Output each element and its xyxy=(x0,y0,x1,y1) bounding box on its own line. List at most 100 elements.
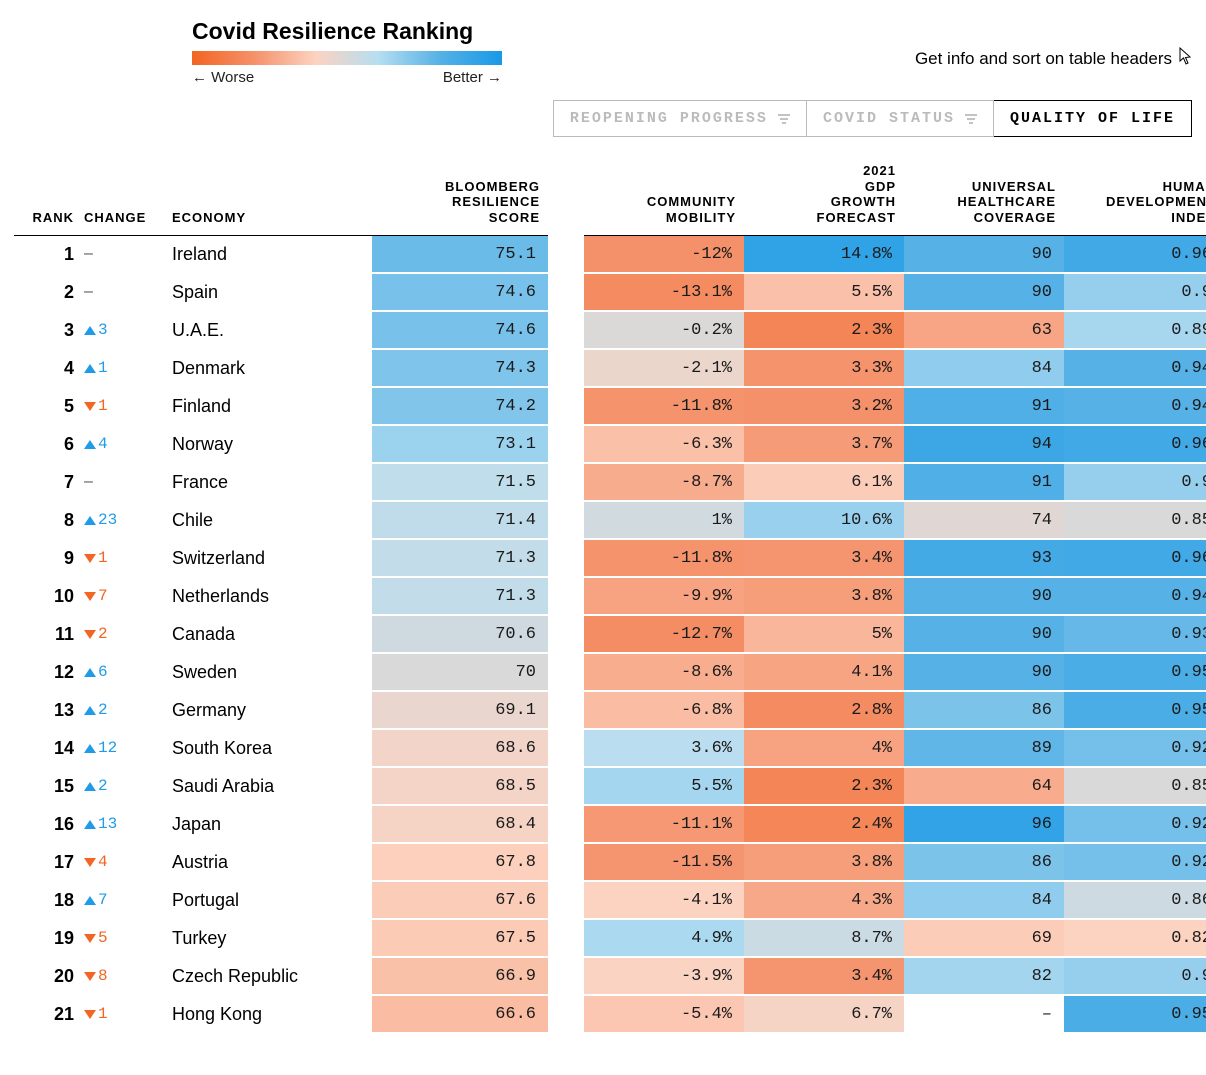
score-cell: 71.3 xyxy=(372,577,548,615)
hdi-cell: 0.96 xyxy=(1064,425,1206,463)
score-cell: 71.5 xyxy=(372,463,548,501)
mobility-cell: -13.1% xyxy=(584,273,744,311)
change-cell: 12 xyxy=(82,729,164,767)
mobility-cell: -9.9% xyxy=(584,577,744,615)
col-economy[interactable]: ECONOMY xyxy=(164,159,372,236)
change-cell: 7 xyxy=(82,881,164,919)
spacer-cell xyxy=(548,463,584,501)
legend-labels: ← Worse Better → xyxy=(192,69,502,86)
rank-cell: 18 xyxy=(14,881,82,919)
change-cell: – xyxy=(82,273,164,311)
page-title: Covid Resilience Ranking xyxy=(192,18,552,45)
rank-cell: 8 xyxy=(14,501,82,539)
col-mobility[interactable]: COMMUNITYMOBILITY xyxy=(584,159,744,236)
table-row: 132Germany69.1-6.8%2.8%860.95 xyxy=(14,691,1206,729)
hdi-cell: 0.9 xyxy=(1064,273,1206,311)
gdp-cell: 2.3% xyxy=(744,311,904,349)
economy-cell: Czech Republic xyxy=(164,957,372,995)
col-gdp[interactable]: 2021GDPGROWTHFORECAST xyxy=(744,159,904,236)
rank-cell: 15 xyxy=(14,767,82,805)
spacer-cell xyxy=(548,729,584,767)
uhc-cell: 86 xyxy=(904,843,1064,881)
change-cell: 1 xyxy=(82,387,164,425)
rank-cell: 14 xyxy=(14,729,82,767)
table-row: 112Canada70.6-12.7%5%900.93 xyxy=(14,615,1206,653)
tab-reopening[interactable]: REOPENING PROGRESS xyxy=(553,100,807,137)
change-cell: 1 xyxy=(82,995,164,1033)
legend-worse: ← Worse xyxy=(192,69,254,86)
triangle-down-icon xyxy=(84,554,96,563)
score-cell: 70 xyxy=(372,653,548,691)
spacer-cell xyxy=(548,425,584,463)
gdp-cell: 3.3% xyxy=(744,349,904,387)
spacer-cell xyxy=(548,273,584,311)
triangle-up-icon xyxy=(84,744,96,753)
uhc-cell: 90 xyxy=(904,653,1064,691)
economy-cell: Japan xyxy=(164,805,372,843)
triangle-down-icon xyxy=(84,1010,96,1019)
economy-cell: Chile xyxy=(164,501,372,539)
spacer-cell xyxy=(548,957,584,995)
economy-cell: U.A.E. xyxy=(164,311,372,349)
rank-cell: 12 xyxy=(14,653,82,691)
table-row: 211Hong Kong66.6-5.4%6.7%–0.95 xyxy=(14,995,1206,1033)
triangle-up-icon xyxy=(84,440,96,449)
uhc-cell: 69 xyxy=(904,919,1064,957)
score-cell: 71.3 xyxy=(372,539,548,577)
rank-cell: 1 xyxy=(14,236,82,274)
spacer-cell xyxy=(548,881,584,919)
table-row: 126Sweden70-8.6%4.1%900.95 xyxy=(14,653,1206,691)
uhc-cell: 64 xyxy=(904,767,1064,805)
score-cell: 74.3 xyxy=(372,349,548,387)
change-cell: 2 xyxy=(82,767,164,805)
change-cell: 5 xyxy=(82,919,164,957)
change-cell: 1 xyxy=(82,539,164,577)
col-rank[interactable]: RANK xyxy=(14,159,82,236)
table-row: 33U.A.E.74.6-0.2%2.3%630.89 xyxy=(14,311,1206,349)
spacer-cell xyxy=(548,653,584,691)
uhc-cell: 84 xyxy=(904,349,1064,387)
triangle-down-icon xyxy=(84,592,96,601)
col-score[interactable]: BLOOMBERGRESILIENCESCORE xyxy=(372,159,548,236)
table-row: 2–Spain74.6-13.1%5.5%900.9 xyxy=(14,273,1206,311)
spacer-cell xyxy=(548,349,584,387)
legend-gradient xyxy=(192,51,502,65)
table-row: 195Turkey67.54.9%8.7%690.82 xyxy=(14,919,1206,957)
economy-cell: Austria xyxy=(164,843,372,881)
gdp-cell: 8.7% xyxy=(744,919,904,957)
spacer-cell xyxy=(548,767,584,805)
mobility-cell: -6.3% xyxy=(584,425,744,463)
uhc-cell: 94 xyxy=(904,425,1064,463)
mobility-cell: -12% xyxy=(584,236,744,274)
change-cell: – xyxy=(82,463,164,501)
tab-quality[interactable]: QUALITY OF LIFE xyxy=(994,100,1192,137)
economy-cell: Norway xyxy=(164,425,372,463)
tab-covid[interactable]: COVID STATUS xyxy=(807,100,994,137)
table-row: 187Portugal67.6-4.1%4.3%840.86 xyxy=(14,881,1206,919)
triangle-down-icon xyxy=(84,402,96,411)
score-cell: 67.8 xyxy=(372,843,548,881)
gdp-cell: 5% xyxy=(744,615,904,653)
table-row: 41Denmark74.3-2.1%3.3%840.94 xyxy=(14,349,1206,387)
rank-cell: 21 xyxy=(14,995,82,1033)
mobility-cell: 1% xyxy=(584,501,744,539)
col-uhc[interactable]: UNIVERSALHEALTHCARECOVERAGE xyxy=(904,159,1064,236)
change-cell: – xyxy=(82,236,164,274)
gdp-cell: 4.1% xyxy=(744,653,904,691)
mobility-cell: -8.7% xyxy=(584,463,744,501)
change-cell: 2 xyxy=(82,691,164,729)
hdi-cell: 0.92 xyxy=(1064,805,1206,843)
col-change[interactable]: CHANGE xyxy=(82,159,164,236)
mobility-cell: -11.1% xyxy=(584,805,744,843)
spacer-cell xyxy=(548,387,584,425)
rank-cell: 16 xyxy=(14,805,82,843)
triangle-down-icon xyxy=(84,858,96,867)
mobility-cell: -5.4% xyxy=(584,995,744,1033)
col-hdi[interactable]: HUMANDEVELOPMENTINDEX xyxy=(1064,159,1206,236)
change-cell: 7 xyxy=(82,577,164,615)
sort-icon xyxy=(778,113,790,125)
score-cell: 75.1 xyxy=(372,236,548,274)
hdi-cell: 0.94 xyxy=(1064,577,1206,615)
triangle-down-icon xyxy=(84,972,96,981)
triangle-up-icon xyxy=(84,896,96,905)
